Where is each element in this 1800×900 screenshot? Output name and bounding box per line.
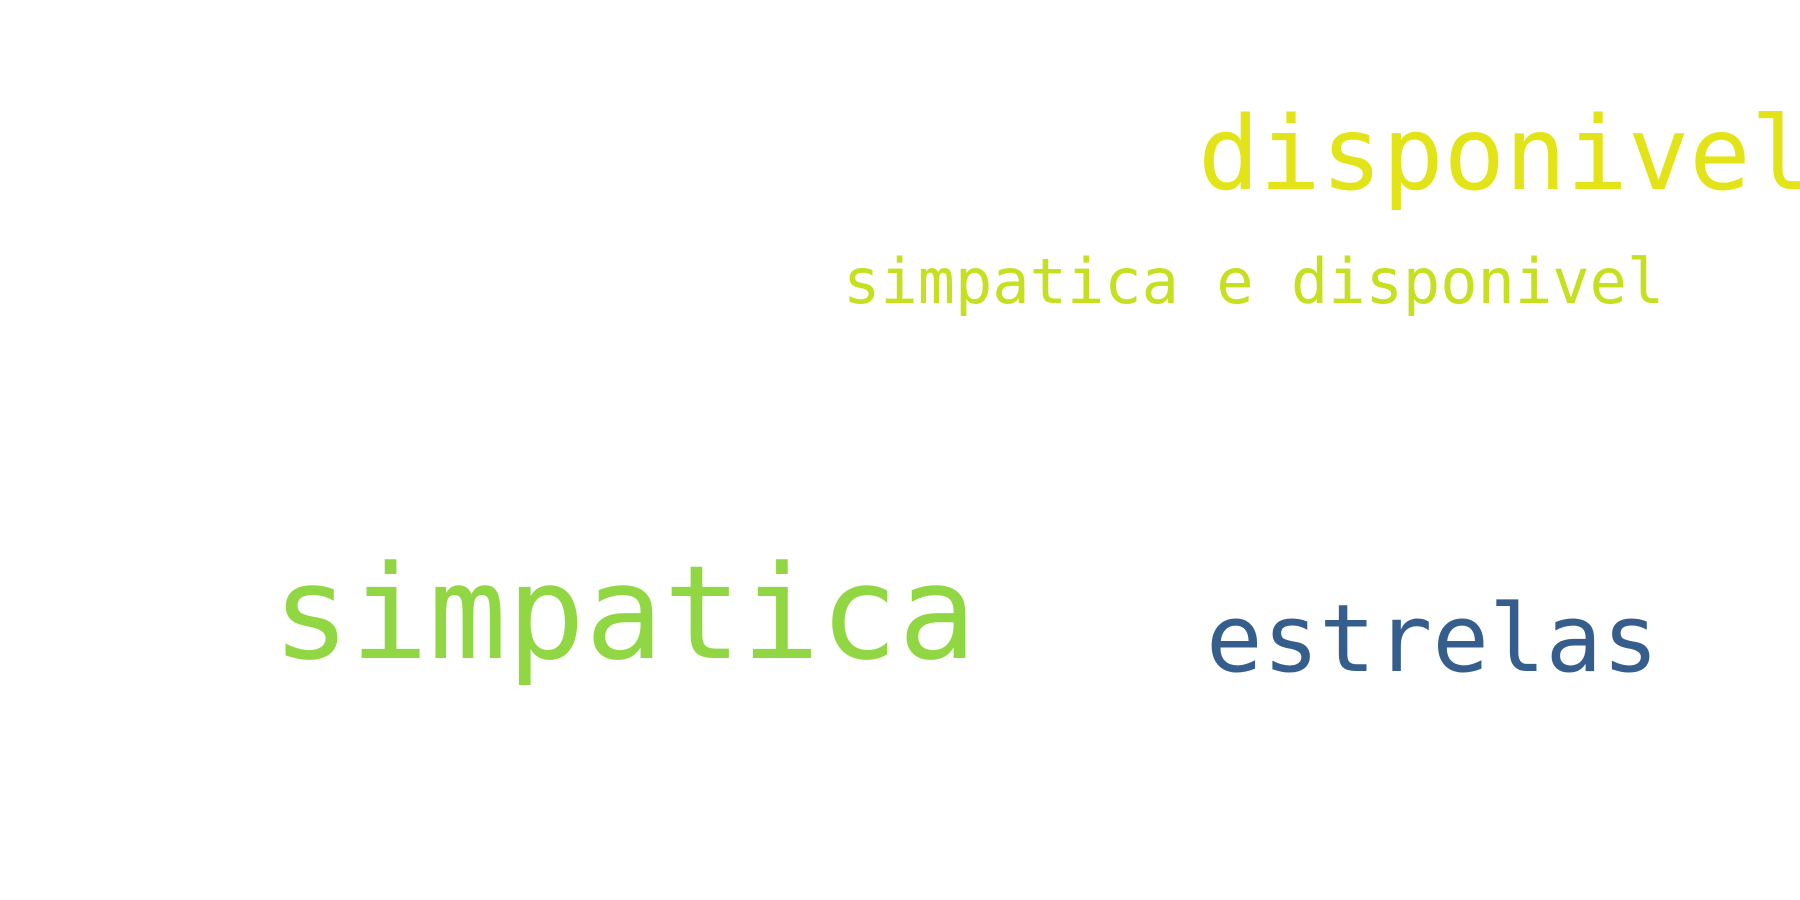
- word-simpatica: simpatica: [272, 537, 977, 689]
- word-disponivel: disponivel: [1198, 95, 1800, 214]
- word-estrelas: estrelas: [1206, 585, 1659, 694]
- word-simpatica-e-disponivel: simpatica e disponivel: [843, 245, 1665, 318]
